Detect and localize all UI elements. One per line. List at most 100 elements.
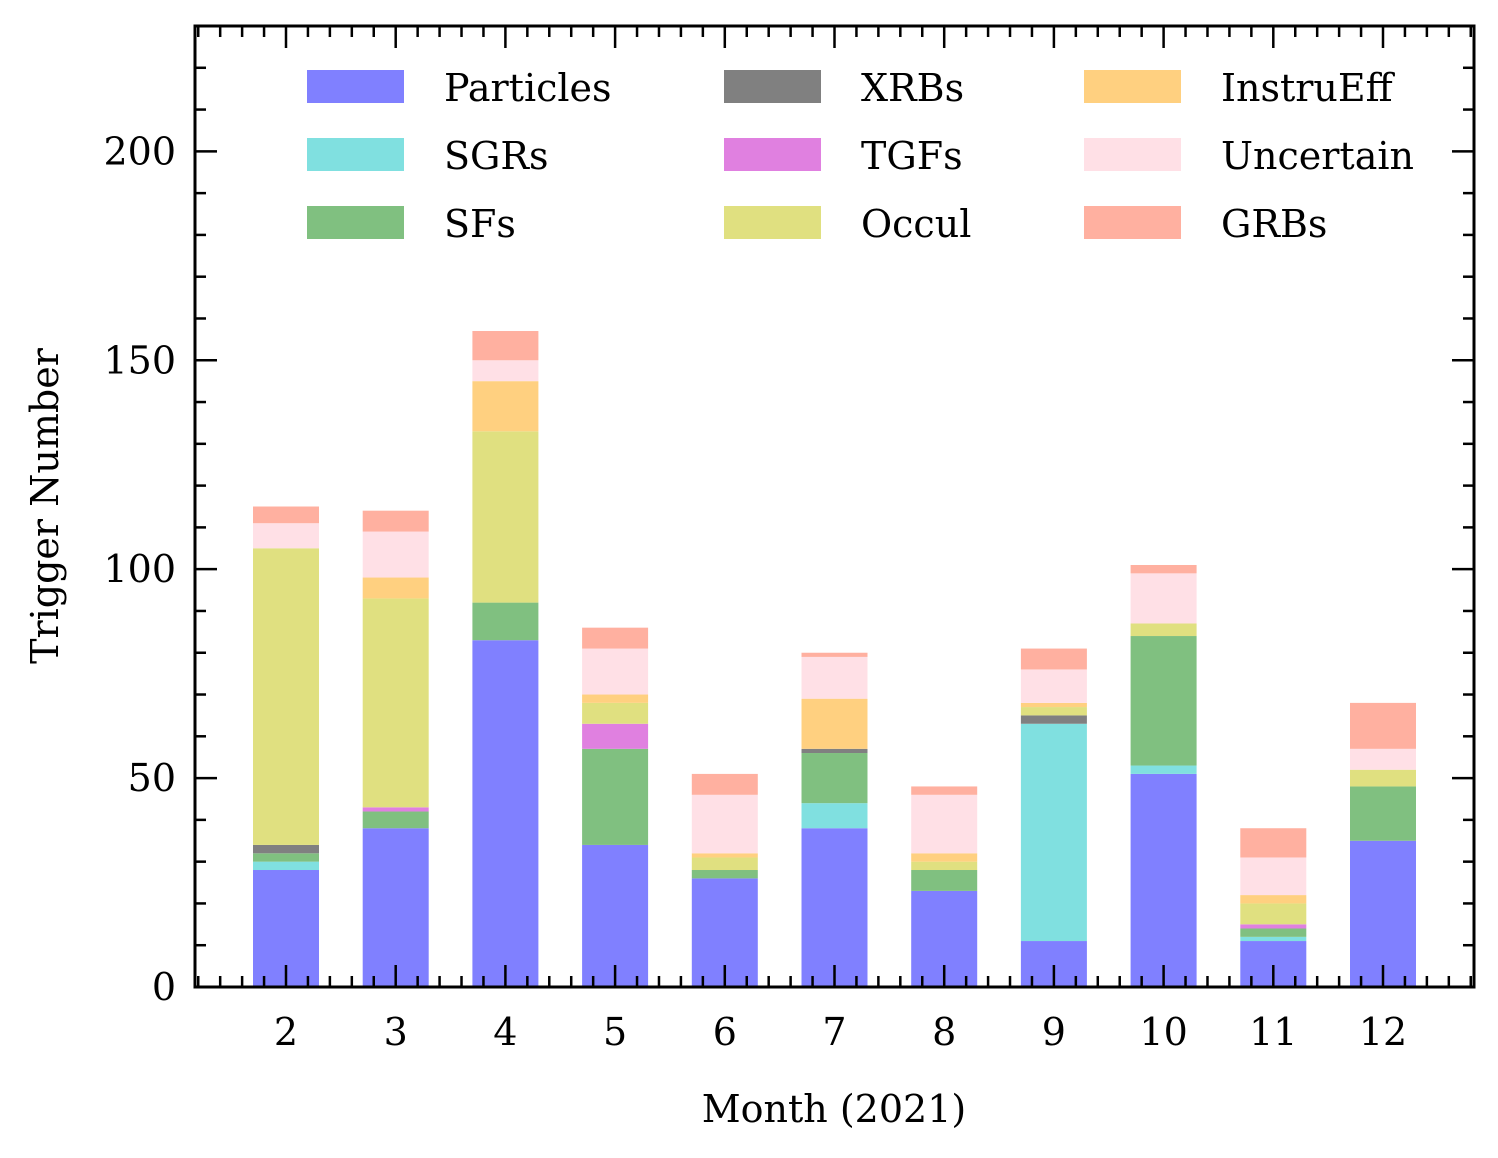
bar-sgrs-month-11 — [1240, 936, 1307, 942]
x-tick-label: 4 — [493, 1010, 517, 1054]
bar-sfs-month-8 — [911, 870, 978, 891]
bar-uncertain-month-7 — [801, 656, 868, 699]
bar-instrueff-month-4 — [472, 381, 539, 432]
bar-xrbs-month-7 — [801, 748, 868, 754]
bar-tgfs-month-3 — [362, 807, 429, 812]
bar-grbs-month-7 — [801, 652, 868, 657]
bar-sfs-month-10 — [1130, 636, 1197, 766]
bar-instrueff-month-6 — [691, 853, 758, 858]
bar-grbs-month-5 — [582, 627, 649, 649]
legend-swatch-instrueff — [1084, 70, 1181, 103]
bar-instrueff-month-9 — [1020, 702, 1087, 708]
x-tick-label: 8 — [932, 1010, 956, 1054]
bar-grbs-month-6 — [691, 773, 758, 795]
x-tick-label: 9 — [1042, 1010, 1066, 1054]
y-tick-labels: 0 50 100 150 200 — [103, 129, 176, 1009]
bar-particles-month-10 — [1130, 773, 1197, 987]
x-tick-label: 11 — [1249, 1010, 1297, 1054]
bar-uncertain-month-8 — [911, 794, 978, 854]
bar-grbs-month-2 — [253, 506, 319, 524]
bar-sgrs-month-2 — [253, 861, 319, 871]
bar-occul-month-5 — [582, 702, 649, 724]
legend-swatch-occul — [724, 206, 821, 239]
bar-uncertain-month-11 — [1240, 857, 1307, 896]
bar-occul-month-2 — [253, 548, 319, 845]
bar-grbs-month-12 — [1350, 702, 1416, 749]
x-tick-label: 12 — [1359, 1010, 1407, 1054]
bar-grbs-month-4 — [472, 331, 539, 361]
legend-label-occul: Occul — [861, 202, 971, 246]
x-tick-labels: 2 3 4 5 6 7 8 9 10 11 12 — [274, 1010, 1407, 1054]
bar-sgrs-month-7 — [801, 803, 868, 829]
bar-sfs-month-5 — [582, 748, 649, 845]
x-tick-label: 2 — [274, 1010, 298, 1054]
bar-particles-month-3 — [362, 828, 429, 987]
y-tick-label: 0 — [152, 965, 176, 1009]
x-tick-label: 10 — [1139, 1010, 1187, 1054]
bar-uncertain-month-2 — [253, 523, 319, 549]
legend-swatch-particles — [307, 70, 404, 103]
bar-grbs-month-3 — [362, 510, 429, 532]
bar-uncertain-month-5 — [582, 648, 649, 695]
y-tick-label: 150 — [103, 338, 176, 382]
bar-sgrs-month-10 — [1130, 765, 1197, 774]
bar-occul-month-10 — [1130, 623, 1197, 637]
bar-uncertain-month-12 — [1350, 748, 1416, 770]
legend-label-sfs: SFs — [444, 202, 516, 246]
bar-uncertain-month-4 — [472, 360, 539, 382]
legend-label-instrueff: InstruEff — [1221, 66, 1396, 110]
bar-sfs-month-2 — [253, 853, 319, 862]
bar-tgfs-month-5 — [582, 723, 649, 749]
x-tick-label: 3 — [384, 1010, 408, 1054]
bar-uncertain-month-6 — [691, 794, 758, 854]
x-tick-label: 7 — [822, 1010, 846, 1054]
bar-xrbs-month-9 — [1020, 715, 1087, 724]
bar-occul-month-4 — [472, 431, 539, 603]
bar-xrbs-month-2 — [253, 844, 319, 854]
legend-label-tgfs: TGFs — [861, 134, 963, 178]
bar-tgfs-month-11 — [1240, 924, 1307, 929]
y-tick-label: 200 — [103, 129, 176, 173]
bar-occul-month-12 — [1350, 769, 1416, 787]
bar-instrueff-month-5 — [582, 694, 649, 703]
bar-occul-month-3 — [362, 598, 429, 808]
legend-swatch-grbs — [1084, 206, 1181, 239]
legend-swatch-sfs — [307, 206, 404, 239]
bar-grbs-month-10 — [1130, 564, 1197, 574]
bar-uncertain-month-3 — [362, 531, 429, 578]
bar-sfs-month-12 — [1350, 786, 1416, 841]
bar-instrueff-month-7 — [801, 698, 868, 749]
y-axis-label: Trigger Number — [23, 347, 67, 664]
legend-label-sgrs: SGRs — [444, 134, 549, 178]
bar-occul-month-11 — [1240, 903, 1307, 925]
legend-label-particles: Particles — [444, 66, 612, 110]
bar-occul-month-6 — [691, 857, 758, 871]
bar-uncertain-month-9 — [1020, 669, 1087, 703]
x-tick-label: 5 — [603, 1010, 627, 1054]
bar-grbs-month-8 — [911, 786, 978, 795]
legend-swatch-uncertain — [1084, 138, 1181, 171]
bar-occul-month-8 — [911, 861, 978, 871]
bar-grbs-month-9 — [1020, 648, 1087, 670]
bar-particles-month-5 — [582, 844, 649, 987]
legend-swatch-sgrs — [307, 138, 404, 171]
bar-instrueff-month-8 — [911, 853, 978, 862]
legend-label-grbs: GRBs — [1221, 202, 1327, 246]
bar-sfs-month-3 — [362, 811, 429, 829]
legend-label-uncertain: Uncertain — [1221, 134, 1414, 178]
plot-frame — [193, 24, 1476, 989]
legend: Particles SGRs SFs XRBs TGFs Occul InstruEff Un… — [307, 66, 1414, 246]
x-tick-label: 6 — [713, 1010, 737, 1054]
bar-sgrs-month-9 — [1020, 723, 1087, 942]
bar-instrueff-month-11 — [1240, 895, 1307, 904]
bar-particles-month-4 — [472, 640, 539, 987]
bar-sfs-month-4 — [472, 602, 539, 641]
y-tick-label: 50 — [128, 756, 176, 800]
y-tick-label: 100 — [103, 547, 176, 591]
bar-particles-month-12 — [1350, 840, 1416, 987]
legend-swatch-xrbs — [724, 70, 821, 103]
bar-occul-month-9 — [1020, 707, 1087, 716]
legend-swatch-tgfs — [724, 138, 821, 171]
bar-sfs-month-7 — [801, 753, 868, 804]
